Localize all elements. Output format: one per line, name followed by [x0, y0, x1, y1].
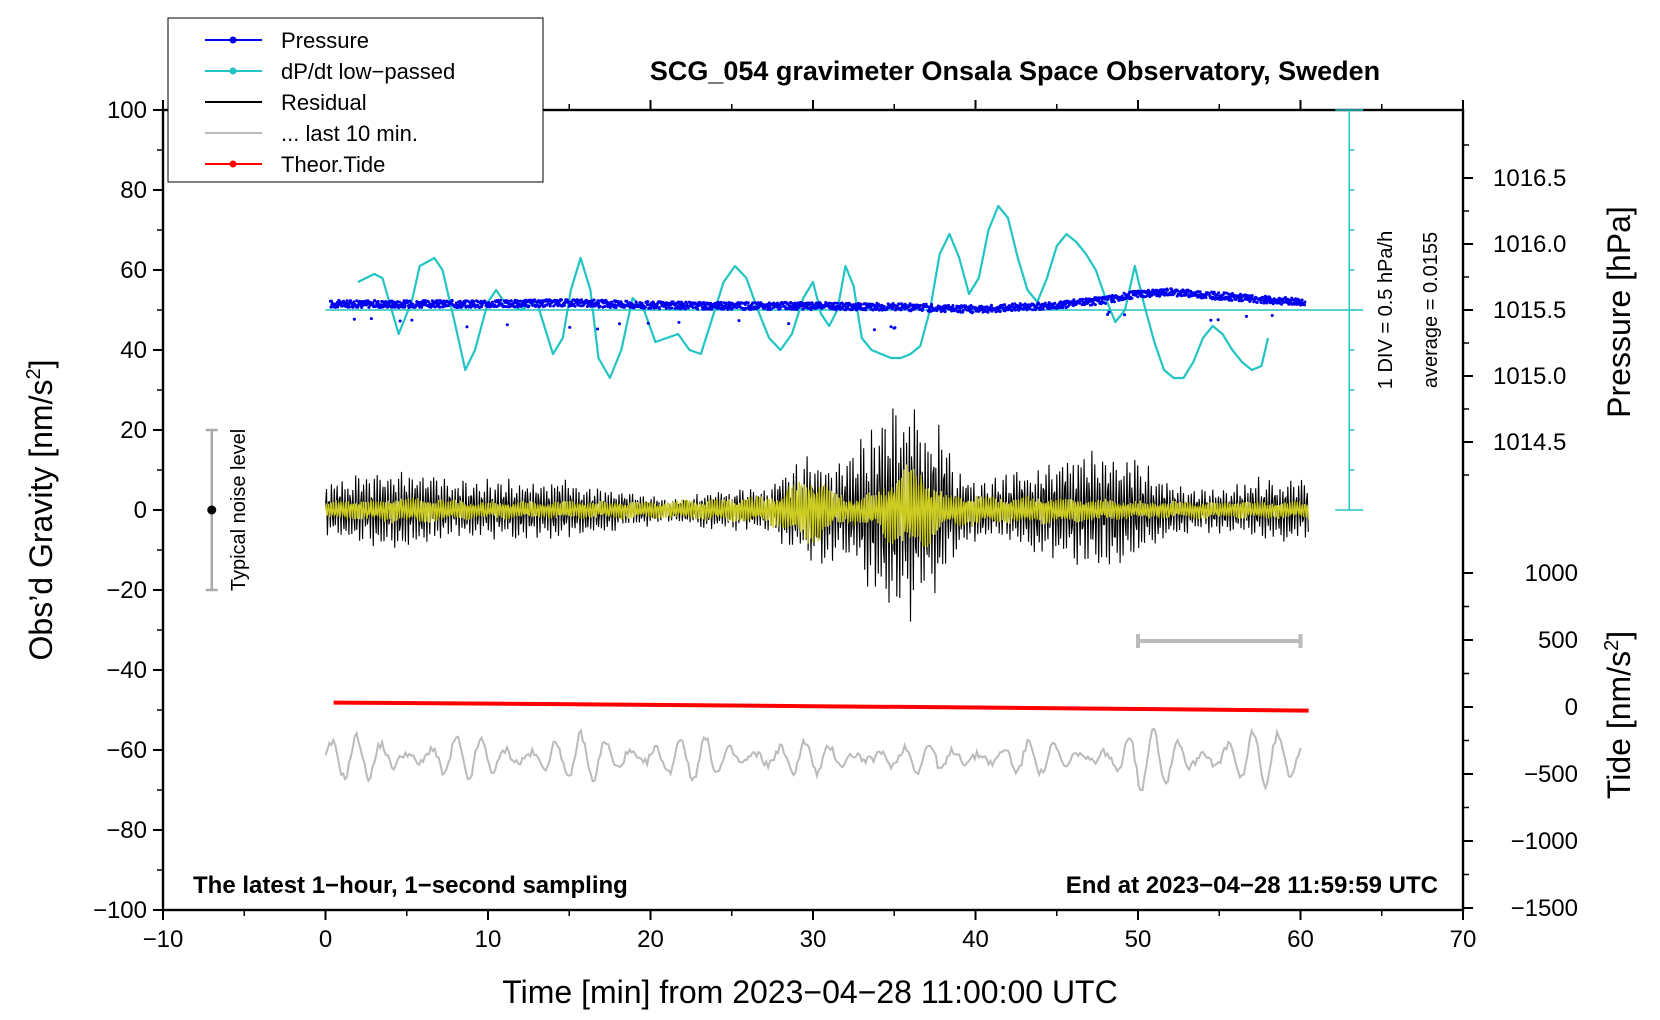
y-axis-title-tide-end: ] [1601, 631, 1637, 640]
tide-axis-ticks: −1500 −1000 −500 0 500 1000 [1463, 560, 1578, 922]
tide-tick-label: 500 [1538, 627, 1578, 654]
y-axis-title-tide-sup: 2 [1601, 640, 1623, 651]
pressure-tick-label: 1014.5 [1493, 429, 1566, 456]
legend-marker [229, 160, 237, 168]
y-axis-title-left-end: ] [23, 360, 59, 369]
noise-level-label: Typical noise level [228, 429, 250, 591]
y-tick-label: −100 [93, 897, 147, 924]
y-tick-label: 20 [120, 417, 147, 444]
annotations-layer [205, 428, 1303, 648]
y-axis-title-left: Obs’d Gravity [nm/s2] [23, 360, 59, 661]
y-tick-label: 100 [107, 97, 147, 124]
x-tick-label: 70 [1450, 926, 1477, 953]
x-tick-label: 50 [1125, 926, 1152, 953]
legend-entries: Pressure dP/dt low−passed Residual ... last… [205, 28, 455, 177]
y-tick-label: −60 [106, 737, 147, 764]
average-label: average = 0.0155 [1420, 232, 1442, 388]
tide-tick-label: −1000 [1511, 828, 1578, 855]
y-axis-title-pressure: Pressure [hPa] [1601, 206, 1637, 418]
legend-label: Pressure [281, 28, 369, 53]
x-axis-title: Time [min] from 2023−04−28 11:00:00 UTC [502, 974, 1117, 1010]
legend-label: Residual [281, 90, 367, 115]
legend-label: Theor.Tide [281, 152, 385, 177]
tide-tick-label: −500 [1524, 761, 1578, 788]
pressure-tick-label: 1016.5 [1493, 165, 1566, 192]
tide-tick-label: −1500 [1511, 895, 1578, 922]
residual-filtered-series-line [324, 464, 1310, 548]
legend-marker [229, 36, 237, 44]
x-tick-label: 20 [637, 926, 664, 953]
tide-tick-label: 0 [1565, 694, 1578, 721]
legend-label: dP/dt low−passed [281, 59, 455, 84]
x-tick-label: 40 [962, 926, 989, 953]
legend-box [167, 17, 544, 183]
y-axis-title-tide-text: Tide [nm/s [1601, 651, 1637, 799]
tide-series-line [333, 700, 1309, 713]
bottom-left-note: The latest 1−hour, 1−second sampling [193, 872, 628, 899]
tide-tick-label: 1000 [1525, 560, 1578, 587]
noise-center-dot [207, 505, 217, 515]
x-tick-label: 30 [800, 926, 827, 953]
y-axis-ticks: −100 −80 −60 −40 −20 0 20 40 60 80 100 [93, 97, 163, 924]
legend: Pressure dP/dt low−passed Residual ... last… [167, 17, 544, 183]
bottom-right-note: End at 2023−04−28 11:59:59 UTC [1066, 872, 1438, 899]
div-label: 1 DIV = 0.5 hPa/h [1375, 231, 1397, 389]
pressure-tick-label: 1015.5 [1493, 297, 1566, 324]
pressure-series-dots [328, 287, 1307, 332]
legend-marker [229, 67, 237, 75]
x-tick-label: −10 [143, 926, 184, 953]
y-tick-label: 60 [120, 257, 147, 284]
pressure-tick-label: 1016.0 [1493, 231, 1566, 258]
series-layer [324, 109, 1364, 792]
y-tick-label: 0 [134, 497, 147, 524]
pressure-axis-ticks: 1014.5 1015.0 1015.5 1016.0 1016.5 [1463, 144, 1566, 476]
x-tick-label: 10 [475, 926, 502, 953]
pressure-tick-label: 1015.0 [1493, 363, 1566, 390]
legend-label: ... last 10 min. [281, 121, 418, 146]
y-axis-title-tide: Tide [nm/s2] [1601, 631, 1637, 799]
y-tick-label: −80 [106, 817, 147, 844]
y-tick-label: 80 [120, 177, 147, 204]
y-tick-label: 40 [120, 337, 147, 364]
last10-series-line [324, 727, 1302, 792]
x-tick-label: 60 [1287, 926, 1314, 953]
y-axis-title-left-text: Obs’d Gravity [nm/s [23, 380, 59, 661]
y-axis-title-left-sup: 2 [23, 368, 45, 379]
y-tick-label: −40 [106, 657, 147, 684]
chart-title: SCG_054 gravimeter Onsala Space Observat… [650, 56, 1380, 86]
dpdt-series-line [357, 204, 1270, 380]
y-tick-label: −20 [106, 577, 147, 604]
x-tick-label: 0 [319, 926, 332, 953]
